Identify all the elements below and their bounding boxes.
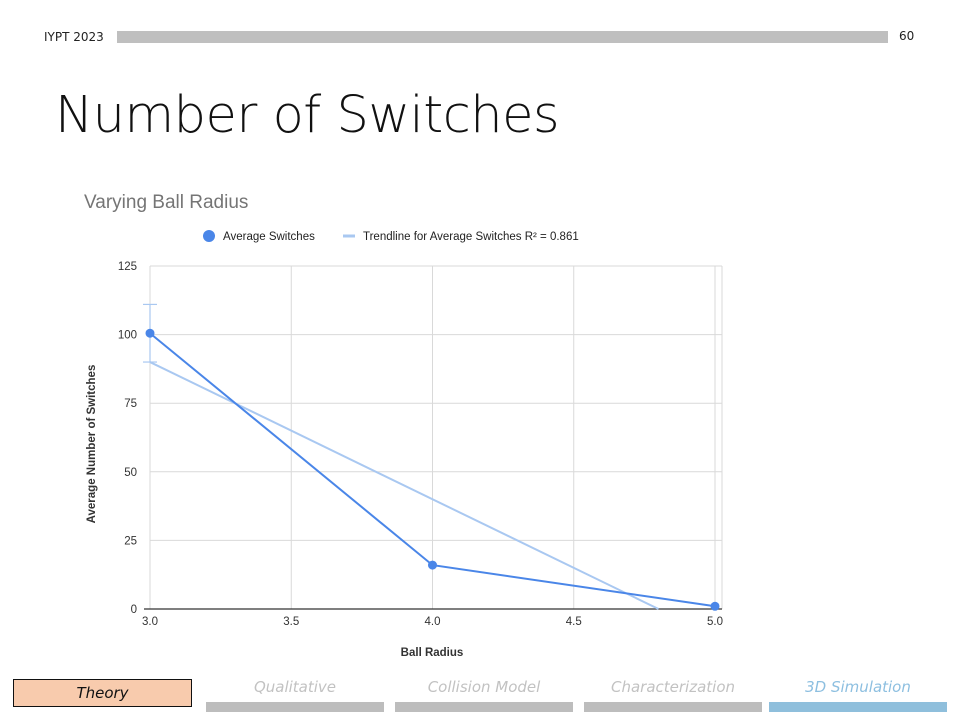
header-label: IYPT 2023 — [44, 30, 104, 44]
trendline — [149, 361, 659, 610]
y-tick-label: 100 — [118, 330, 137, 342]
header-bar — [117, 31, 888, 43]
legend: Average Switches Trendline for Average S… — [203, 230, 579, 243]
data-point — [145, 328, 155, 338]
y-tick-label: 75 — [124, 398, 137, 410]
nav-item-qualitative[interactable]: Qualitative — [206, 676, 384, 712]
bottom-navigation: Theory Qualitative Collision Model Chara… — [0, 672, 960, 720]
data-point — [710, 601, 720, 611]
chart-title: Varying Ball Radius — [84, 192, 248, 213]
nav-label: Characterization — [610, 678, 736, 696]
y-tick-label: 25 — [124, 535, 137, 547]
x-tick-label: 3.5 — [283, 616, 299, 628]
nav-label: Qualitative — [253, 678, 337, 696]
x-tick-label: 5.0 — [707, 616, 723, 628]
nav-item-characterization[interactable]: Characterization — [584, 676, 762, 712]
legend-marker-average-switches — [203, 230, 215, 242]
nav-item-collision-model[interactable]: Collision Model — [395, 676, 573, 712]
nav-item-3d-simulation[interactable]: 3D Simulation — [769, 676, 947, 712]
nav-current-theory[interactable]: Theory — [13, 679, 192, 707]
x-tick-label: 3.0 — [142, 616, 158, 628]
legend-label-trendline: Trendline for Average Switches R² = 0.86… — [363, 231, 579, 243]
x-tick-label: 4.5 — [566, 616, 582, 628]
y-tick-label: 0 — [131, 604, 137, 616]
x-axis-ticks: 3.0 3.5 4.0 4.5 5.0 — [142, 616, 723, 628]
y-tick-label: 125 — [118, 261, 137, 273]
nav-progress-bar — [395, 702, 573, 712]
data-points — [145, 328, 720, 611]
x-axis-label: Ball Radius — [401, 647, 464, 659]
nav-progress-bar — [769, 702, 947, 712]
x-tick-label: 4.0 — [425, 616, 441, 628]
nav-label: Collision Model — [427, 678, 541, 696]
nav-progress-bar — [584, 702, 762, 712]
grid — [149, 265, 723, 609]
slide-title: Number of Switches — [55, 86, 560, 145]
y-tick-label: 50 — [124, 467, 137, 479]
chart: Varying Ball Radius Average Switches Tre… — [84, 192, 723, 659]
page-number: 60 — [899, 29, 915, 43]
legend-label-average-switches: Average Switches — [223, 231, 315, 243]
y-axis-label: Average Number of Switches — [86, 365, 98, 524]
y-axis-ticks: 0 25 50 75 100 125 — [118, 261, 137, 616]
nav-progress-bar — [206, 702, 384, 712]
data-point — [428, 560, 437, 570]
nav-label: 3D Simulation — [805, 678, 911, 696]
